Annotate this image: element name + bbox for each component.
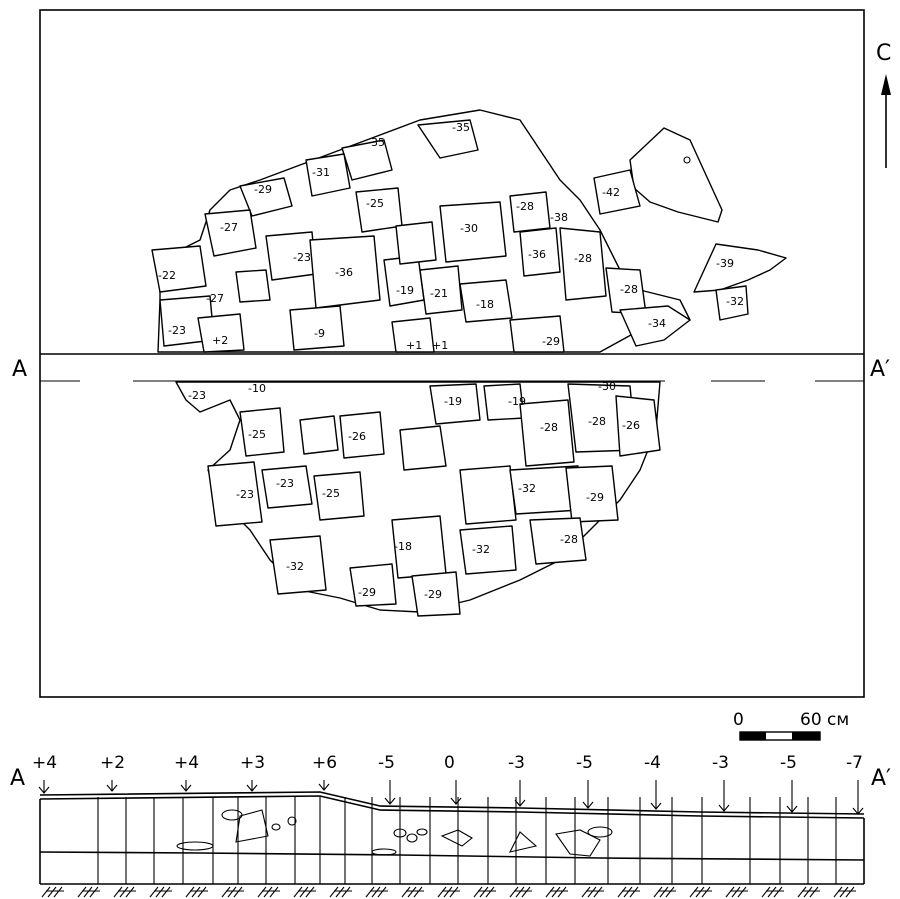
elevation-mark: -5	[780, 753, 797, 773]
depth-label: -29	[424, 588, 442, 601]
depth-label: -25	[248, 428, 266, 441]
depth-label: -29	[542, 335, 560, 348]
profile-label-left: A	[10, 766, 25, 791]
stone-cluster-south	[175, 381, 661, 617]
depth-label: -39	[716, 257, 734, 270]
depth-label: -28	[620, 283, 638, 296]
depth-label: -32	[518, 482, 536, 495]
depth-label: -9	[314, 327, 325, 340]
depth-label: -23	[293, 251, 311, 264]
depth-label: -32	[472, 543, 490, 556]
elevation-mark: -3	[508, 753, 525, 773]
depth-label: +1	[406, 339, 422, 352]
profile-section: A A′ +4 +2 +4 +3 +6 -5 0 -3 -5 -4 -3 -5 -7	[10, 753, 891, 898]
depth-label: -25	[322, 487, 340, 500]
scale-bar: 0 60 см	[733, 710, 849, 741]
depth-label: -23	[168, 324, 186, 337]
depth-label: -23	[188, 389, 206, 402]
stone-cluster-north	[151, 109, 691, 353]
elevation-mark: 0	[444, 753, 455, 773]
depth-label: -29	[358, 586, 376, 599]
depth-label: -23	[236, 488, 254, 501]
elevation-mark: -5	[576, 753, 593, 773]
elevation-mark: -3	[712, 753, 729, 773]
depth-label: -18	[394, 540, 412, 553]
scale-end: 60 см	[800, 710, 849, 730]
depth-label: -19	[396, 284, 414, 297]
depth-label: -28	[588, 415, 606, 428]
elevation-mark: +4	[32, 753, 57, 773]
depth-label: -26	[348, 430, 366, 443]
depth-label: -35	[367, 136, 385, 149]
depth-label: -29	[586, 491, 604, 504]
elevation-mark: +2	[100, 753, 125, 773]
depth-label: +2	[212, 334, 228, 347]
north-label: С	[876, 41, 891, 66]
depth-label: -10	[248, 382, 266, 395]
elevation-mark: -5	[378, 753, 395, 773]
depth-label: -28	[574, 252, 592, 265]
north-arrow-icon: С	[876, 41, 891, 168]
depth-label: -29	[254, 183, 272, 196]
depth-label: -30	[460, 222, 478, 235]
elevation-mark: +6	[312, 753, 337, 773]
depth-label: -18	[476, 298, 494, 311]
depth-label: -38	[550, 211, 568, 224]
depth-label: -31	[312, 166, 330, 179]
depth-label: +1	[432, 339, 448, 352]
depth-label: -19	[508, 395, 526, 408]
depth-label: -34	[648, 317, 666, 330]
depth-label: -23	[276, 477, 294, 490]
section-label-right: A′	[870, 357, 890, 382]
depth-label: -25	[366, 197, 384, 210]
depth-label: -21	[430, 287, 448, 300]
depth-label: -32	[726, 295, 744, 308]
depth-label: -32	[286, 560, 304, 573]
elevation-mark: +4	[174, 753, 199, 773]
depth-label: -36	[528, 248, 546, 261]
depth-label: -27	[206, 292, 224, 305]
depth-label: -30	[598, 380, 616, 393]
depth-label: -36	[335, 266, 353, 279]
isolated-stones	[593, 127, 787, 321]
depth-label: -28	[516, 200, 534, 213]
depth-label: -27	[220, 221, 238, 234]
depth-label: -26	[622, 419, 640, 432]
scale-start: 0	[733, 710, 744, 730]
elevation-mark: -7	[846, 753, 863, 773]
depth-label: -35	[452, 121, 470, 134]
section-label-left: A	[12, 357, 27, 382]
depth-label: -28	[560, 533, 578, 546]
depth-label: -22	[158, 269, 176, 282]
elevation-mark: +3	[240, 753, 265, 773]
profile-label-right: A′	[871, 766, 891, 791]
elevation-mark: -4	[644, 753, 661, 773]
depth-label: -28	[540, 421, 558, 434]
depth-label: -19	[444, 395, 462, 408]
depth-label: -42	[602, 186, 620, 199]
